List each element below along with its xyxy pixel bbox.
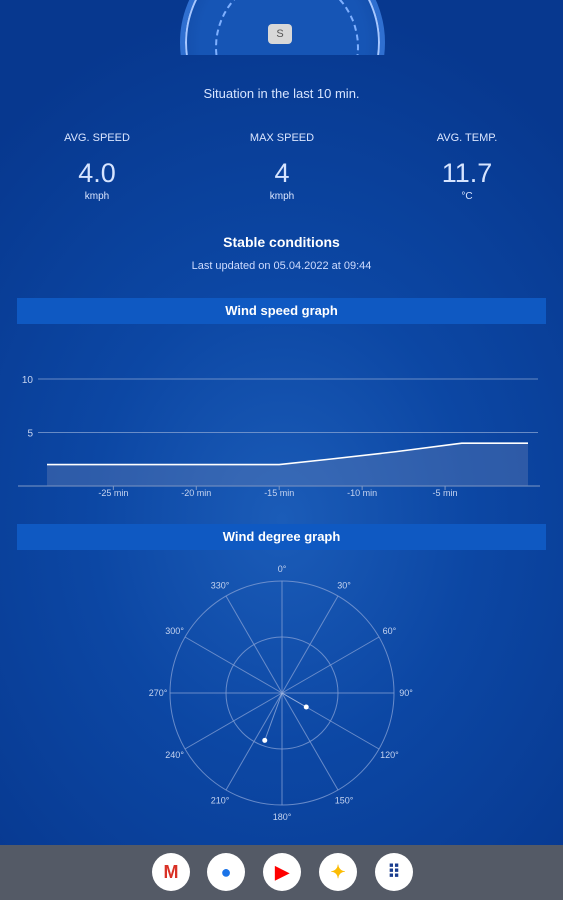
y-tick-label: 5 [27,429,33,440]
wind-point [262,737,268,743]
polar-spoke [184,636,283,694]
stat-avg-temp: AVG. TEMP. 11.7 °C [397,132,537,202]
stat-unit: kmph [269,191,295,202]
polar-spoke [225,692,283,791]
direction-line [281,692,307,708]
series-area [47,443,528,486]
situation-caption: Situation in the last 10 min. [203,86,360,101]
angle-label: 0° [278,564,287,574]
wind-speed-graph-header: Wind speed graph [17,298,546,324]
stat-value: 11.7 [441,158,493,188]
wind-speed-chart: 10 5 -25 min -20 min -15 min -10 min -5 min [18,375,540,498]
stat-label: AVG. SPEED [64,132,130,144]
youtube-icon[interactable]: ▶ [263,853,301,891]
polar-spoke [184,692,283,750]
x-tick-label: -15 min [264,488,294,498]
polar-spoke [281,692,339,791]
angle-label: 90° [399,688,413,698]
angle-label: 330° [211,581,230,591]
angle-label: 60° [383,626,397,636]
stat-value: 4 [274,158,290,188]
stat-label: MAX SPEED [249,132,315,144]
x-tick-label: -25 min [98,488,128,498]
app-drawer-icon[interactable]: ⠿ [375,853,413,891]
wind-degree-chart: 0° 30° 60° 90° 120° 150° 180° 210° 240° 270° 300° 3… [149,564,414,822]
x-tick-label: -5 min [433,488,458,498]
angle-label: 270° [149,688,168,698]
x-tick-label: -10 min [347,488,377,498]
angle-label: 240° [165,750,184,760]
angle-label: 300° [165,626,184,636]
x-tick-label: -20 min [181,488,211,498]
stat-unit: °C [461,191,473,202]
polar-spoke [281,636,380,694]
stat-value: 4.0 [78,158,116,188]
angle-label: 150° [335,795,354,805]
conditions-status: Stable conditions [223,234,340,250]
stat-unit: kmph [84,191,110,202]
stat-avg-speed: AVG. SPEED 4.0 kmph [27,132,167,202]
gmail-icon[interactable]: M [152,853,190,891]
photos-icon[interactable]: ✦ [319,853,357,891]
stat-max-speed: MAX SPEED 4 kmph [212,132,352,202]
last-updated: Last updated on 05.04.2022 at 09:44 [191,260,372,272]
angle-label: 30° [337,581,351,591]
compass-south-badge: S [268,24,292,44]
polar-spoke [225,595,283,694]
angle-label: 210° [211,795,230,805]
stat-label: AVG. TEMP. [436,132,498,144]
y-tick-label: 10 [22,375,34,386]
polar-spoke [281,595,339,694]
wind-degree-graph-header: Wind degree graph [17,524,546,550]
direction-line [264,692,283,741]
chrome-icon[interactable]: ● [207,853,245,891]
angle-label: 180° [273,812,292,822]
series-line [47,442,528,466]
angle-label: 120° [380,750,399,760]
wind-point [303,704,309,710]
